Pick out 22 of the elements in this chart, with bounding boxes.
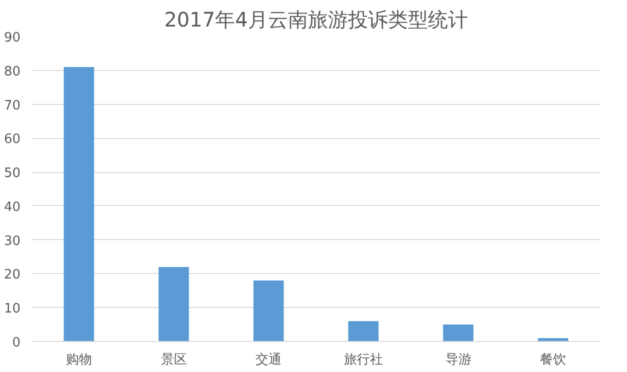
x-tick-label: 景区	[160, 352, 187, 368]
y-tick-label: 30	[4, 234, 21, 249]
y-tick-label: 70	[4, 98, 21, 114]
x-tick-label: 购物	[66, 352, 92, 368]
x-tick-label: 餐饮	[540, 352, 566, 368]
bar	[64, 67, 94, 342]
x-tick-label: 交通	[256, 352, 282, 368]
bar	[348, 321, 379, 342]
y-tick-label: 40	[4, 200, 21, 215]
bar	[443, 324, 474, 342]
bar	[158, 266, 189, 342]
y-tick-label: 50	[4, 166, 21, 182]
chart-title: 2017年4月云南旅游投诉类型统计	[164, 8, 468, 32]
y-tick-label: 80	[4, 64, 21, 80]
y-tick-label: 10	[4, 302, 21, 317]
y-tick-label: 90	[4, 30, 21, 46]
y-tick-label: 0	[12, 336, 21, 350]
x-tick-label: 导游	[445, 352, 472, 368]
y-tick-label: 20	[4, 268, 21, 283]
bar	[253, 280, 284, 342]
y-tick-label: 60	[4, 132, 21, 148]
x-tick-label: 旅行社	[344, 352, 383, 368]
